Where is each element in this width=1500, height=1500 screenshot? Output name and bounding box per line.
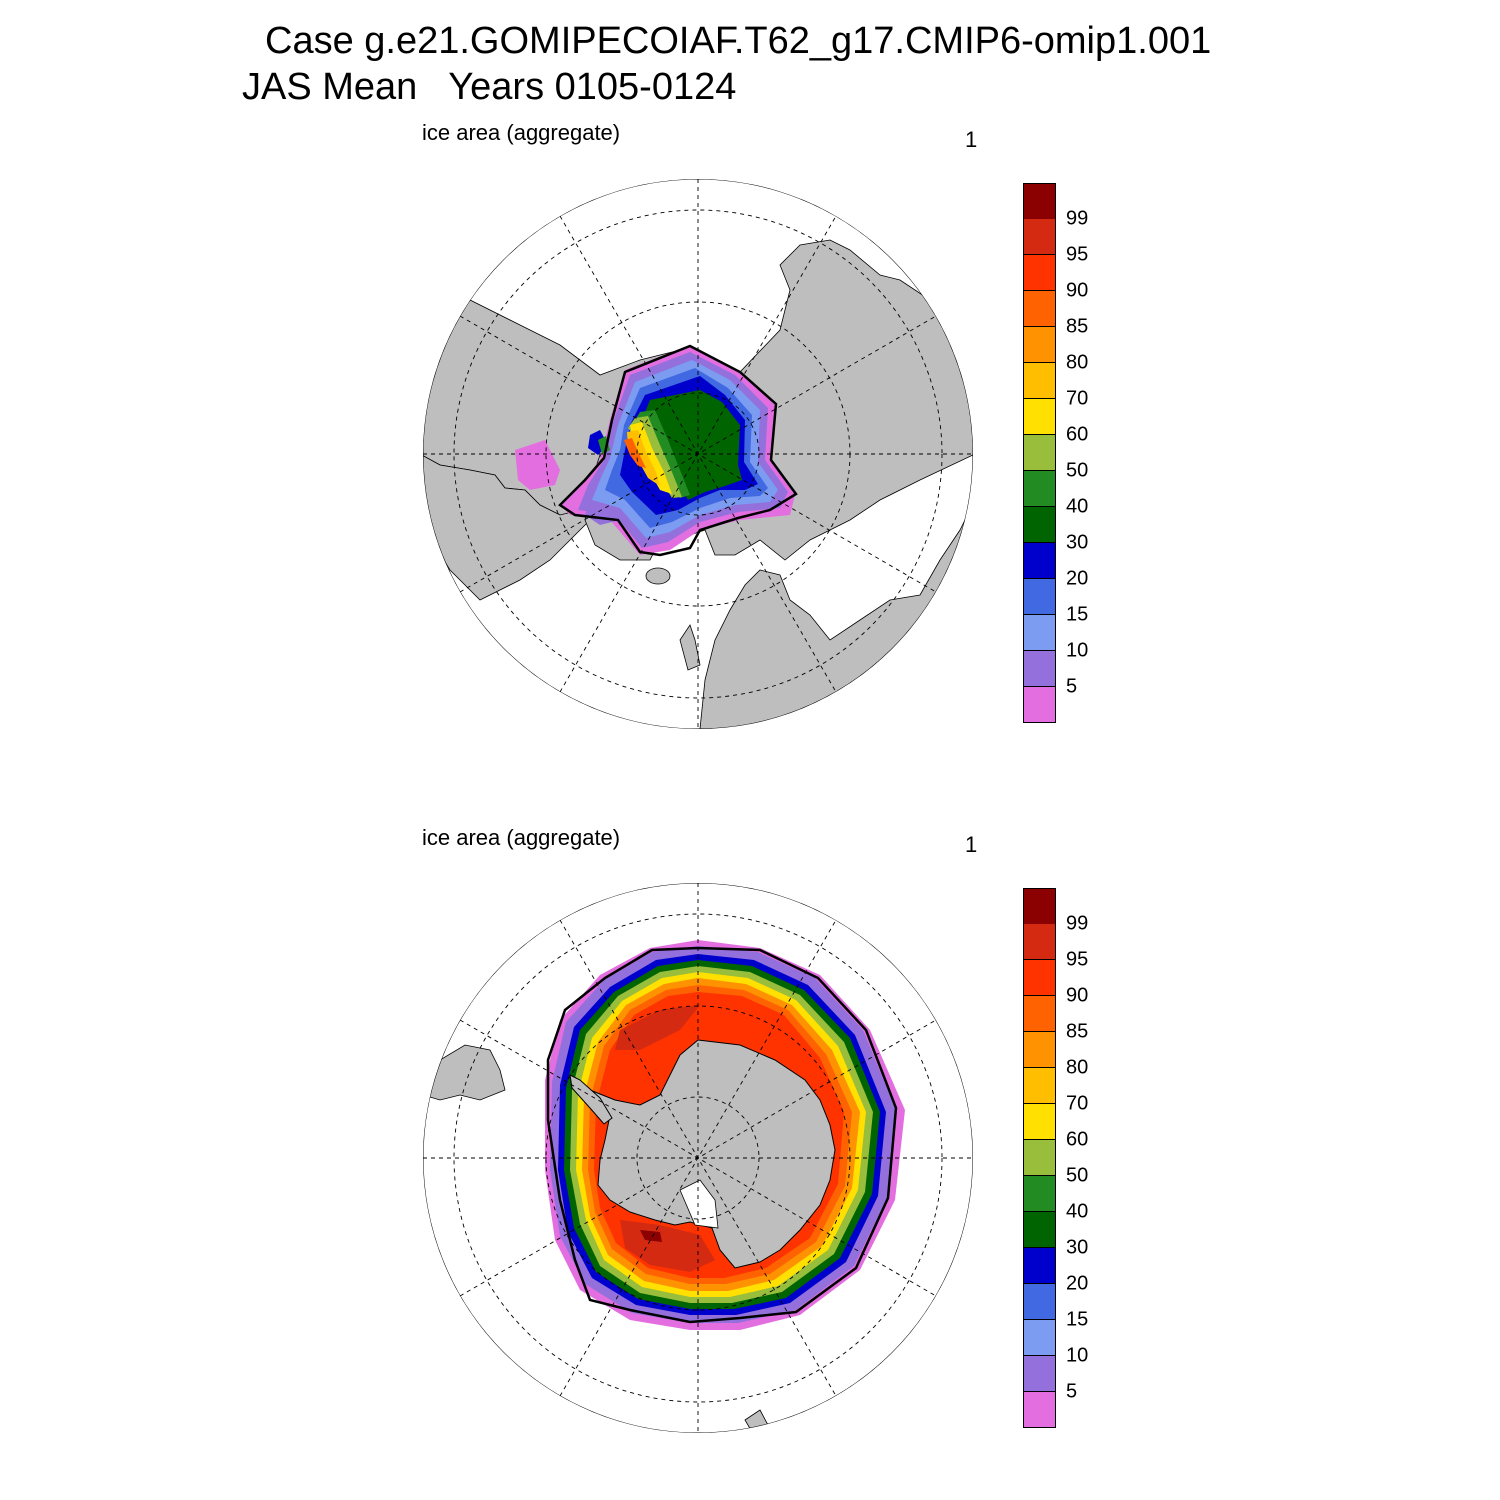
land-iceland <box>645 567 671 585</box>
north-polar-map <box>423 179 973 729</box>
colorbar-swatch <box>1023 219 1056 255</box>
colorbar-swatch <box>1023 651 1056 687</box>
north-panel-label: ice area (aggregate) <box>422 120 621 145</box>
colorbar-label: 99 <box>1066 912 1089 935</box>
colorbar-swatch <box>1023 435 1056 471</box>
colorbar-label: 85 <box>1066 1020 1089 1043</box>
land-antarctic-peninsula <box>569 1074 613 1125</box>
colorbar-swatch <box>1023 543 1056 579</box>
north-panel-unit: 1 <box>965 127 978 152</box>
colorbar-swatch <box>1023 1392 1056 1428</box>
colorbar-swatch <box>1023 327 1056 363</box>
colorbar-label: 80 <box>1066 351 1089 374</box>
colorbar-swatch <box>1023 1104 1056 1140</box>
colorbar-swatch <box>1023 888 1056 925</box>
colorbar-label: 15 <box>1066 603 1089 626</box>
colorbar-swatch <box>1023 471 1056 507</box>
sea-ice-north-40 <box>640 390 742 500</box>
colorbar-label: 95 <box>1066 243 1089 266</box>
colorbar-label: 5 <box>1066 1380 1078 1403</box>
colorbar-label: 40 <box>1066 495 1089 518</box>
colorbar-swatch <box>1023 1140 1056 1176</box>
colorbar-label: 30 <box>1066 1236 1089 1259</box>
colorbar-label: 5 <box>1066 675 1078 698</box>
colorbar-label: 50 <box>1066 1164 1089 1187</box>
sea-ice-south-99b <box>640 1230 662 1242</box>
land-uk <box>679 624 701 671</box>
colorbar-swatch <box>1023 1212 1056 1248</box>
colorbar-label: 60 <box>1066 1128 1089 1151</box>
observed-ice-edge-south <box>546 946 898 1324</box>
colorbar-label: 85 <box>1066 315 1089 338</box>
colorbar-swatch <box>1023 1356 1056 1392</box>
figure-title-period: JAS Mean Years 0105-0124 <box>242 66 737 108</box>
colorbar-label: 20 <box>1066 1272 1089 1295</box>
colorbar-label: 20 <box>1066 567 1089 590</box>
land-south-america <box>423 1044 506 1101</box>
colorbar-label: 15 <box>1066 1308 1089 1331</box>
colorbar-swatch <box>1023 291 1056 327</box>
colorbar-label: 80 <box>1066 1056 1089 1079</box>
south-panel-label: ice area (aggregate) <box>422 825 621 850</box>
colorbar-label: 10 <box>1066 639 1089 662</box>
colorbar-label: 70 <box>1066 387 1089 410</box>
colorbar-label: 99 <box>1066 207 1089 230</box>
land-antarctica <box>569 1039 836 1269</box>
colorbar-swatch <box>1023 1284 1056 1320</box>
colorbar-label: 90 <box>1066 279 1089 302</box>
colorbar-label: 30 <box>1066 531 1089 554</box>
colorbar-swatch <box>1023 1068 1056 1104</box>
sea-ice-north-hudson <box>515 440 560 490</box>
colorbar-swatch <box>1023 363 1056 399</box>
colorbar-swatch <box>1023 924 1056 960</box>
colorbar-north: 99 95 90 85 80 70 60 50 40 30 20 15 10 5 <box>1023 183 1088 723</box>
colorbar-label: 50 <box>1066 459 1089 482</box>
colorbar-swatch <box>1023 183 1056 220</box>
observed-ice-edge-north <box>558 344 798 557</box>
colorbar-label: 10 <box>1066 1344 1089 1367</box>
colorbar-swatch <box>1023 1176 1056 1212</box>
colorbar-swatch <box>1023 615 1056 651</box>
colorbar-swatch <box>1023 1248 1056 1284</box>
figure-title-case: Case g.e21.GOMIPECOIAF.T62_g17.CMIP6-omi… <box>265 20 1212 62</box>
colorbar-swatch <box>1023 687 1056 723</box>
colorbar-swatch <box>1023 579 1056 615</box>
colorbar-label: 40 <box>1066 1200 1089 1223</box>
colorbar-label: 95 <box>1066 948 1089 971</box>
colorbar-label: 90 <box>1066 984 1089 1007</box>
colorbar-south: 99 95 90 85 80 70 60 50 40 30 20 15 10 5 <box>1023 888 1088 1428</box>
colorbar-swatch <box>1023 996 1056 1032</box>
colorbar-swatch <box>1023 255 1056 291</box>
colorbar-swatch <box>1023 960 1056 996</box>
colorbar-swatch <box>1023 1032 1056 1068</box>
sea-ice-north-90 <box>624 438 646 468</box>
south-polar-map <box>423 883 973 1433</box>
colorbar-label: 60 <box>1066 423 1089 446</box>
sea-ice-south-99c <box>615 1005 700 1050</box>
colorbar-swatch <box>1023 507 1056 543</box>
south-panel-unit: 1 <box>965 832 978 857</box>
colorbar-swatch <box>1023 399 1056 435</box>
colorbar-swatch <box>1023 1320 1056 1356</box>
sea-ice-north-80 <box>627 430 660 486</box>
land-ross-shelf <box>679 1179 719 1229</box>
colorbar-label: 70 <box>1066 1092 1089 1115</box>
